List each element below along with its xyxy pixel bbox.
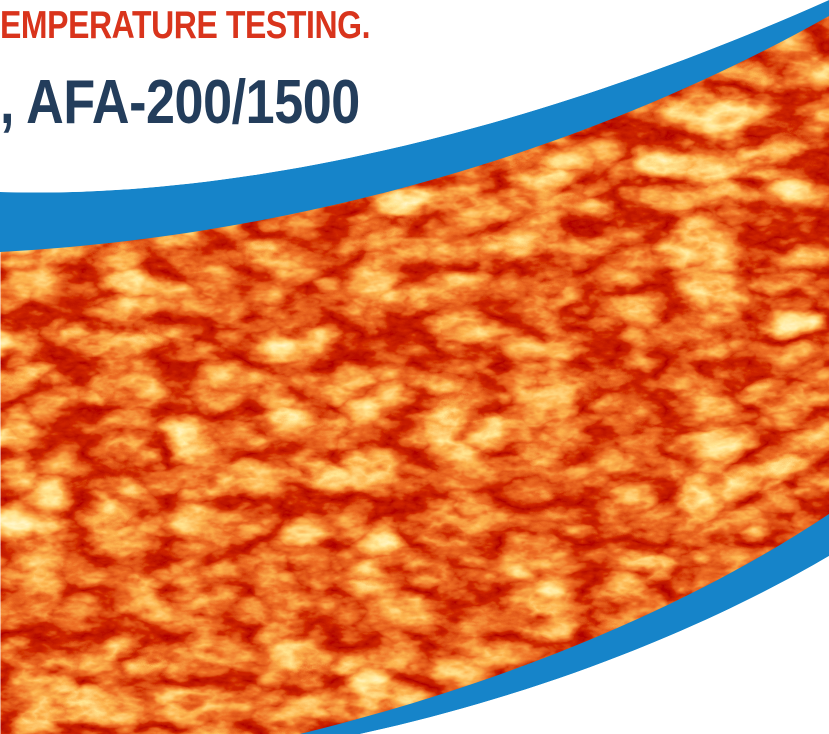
headline-red: EMPERATURE TESTING. [0,4,371,47]
blue-swoosh-band [0,0,829,252]
headline-blue: , AFA-200/1500 [0,68,360,137]
footer-background [360,556,829,734]
header-background [0,0,829,193]
